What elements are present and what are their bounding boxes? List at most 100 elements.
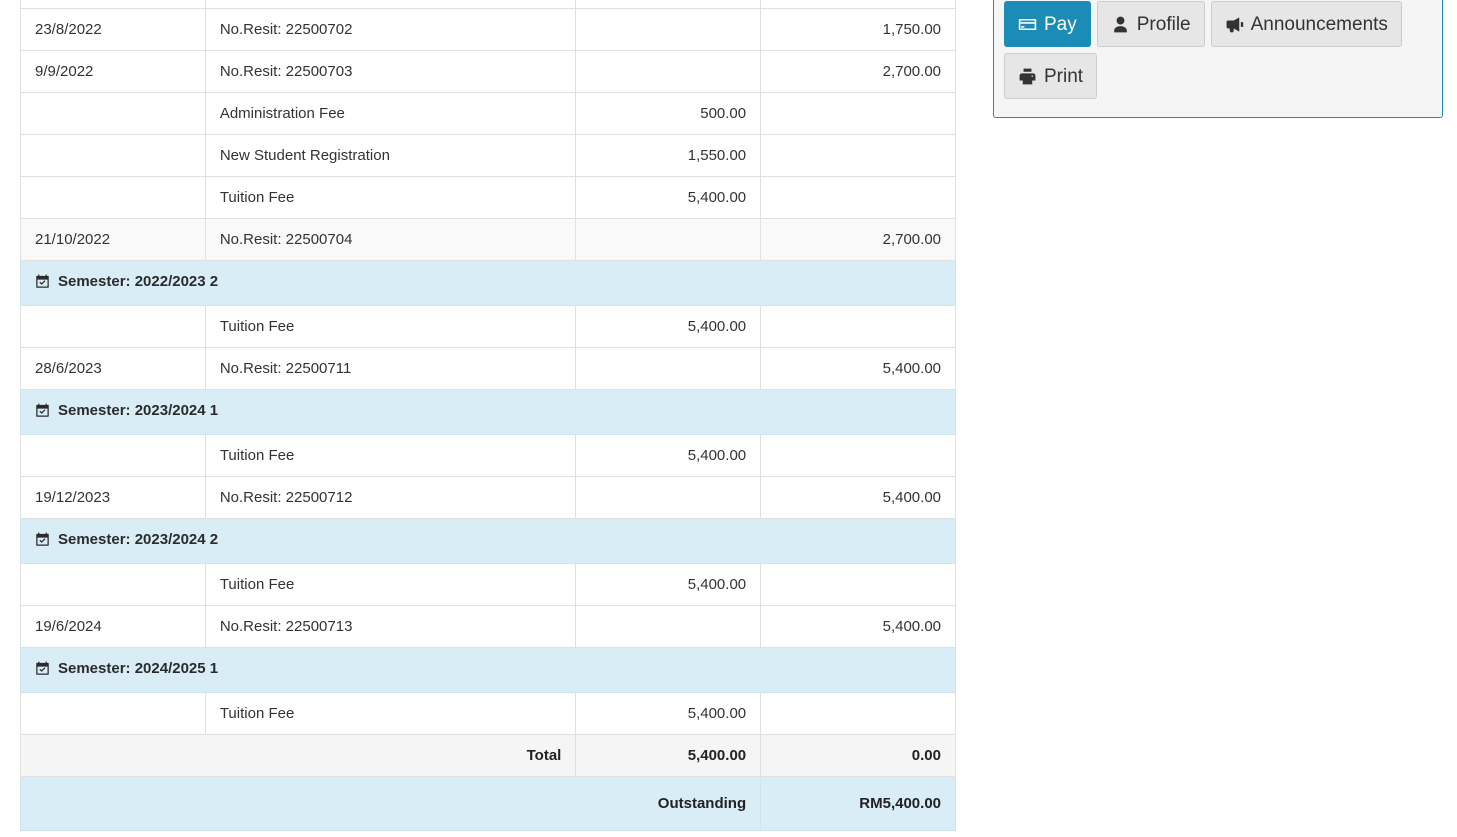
pay-button-label: Pay xyxy=(1044,13,1077,35)
cell-description: Tuition Fee xyxy=(204,305,577,348)
cell-date: 28/6/2023 xyxy=(20,347,206,390)
cell-description: Tuition Fee xyxy=(204,692,577,735)
semester-label: Semester: 2023/2024 2 xyxy=(58,531,219,548)
cell-date: 9/9/2022 xyxy=(20,50,206,93)
cell-debit: 5,400.00 xyxy=(575,176,762,219)
cell-date xyxy=(20,563,206,606)
calendar-check-icon xyxy=(35,403,50,418)
semester-header-cell: Semester: 2023/2024 1 xyxy=(20,389,956,435)
cell-date xyxy=(20,92,206,135)
cell-debit xyxy=(575,605,762,648)
action-button-group: Pay Profile Announcements Print xyxy=(1004,0,1432,105)
cell-date: 20/6/2022 xyxy=(20,0,206,9)
cell-description: Tuition Fee xyxy=(204,563,577,606)
cell-description: Administration Fee xyxy=(204,92,577,135)
cell-credit xyxy=(760,92,956,135)
credit-card-icon xyxy=(1018,15,1037,34)
cell-debit: 5,400.00 xyxy=(575,305,762,348)
cell-debit xyxy=(575,476,762,519)
cell-credit: 300.00 xyxy=(760,0,956,9)
profile-button[interactable]: Profile xyxy=(1096,1,1205,47)
cell-credit xyxy=(760,305,956,348)
total-debit: 5,400.00 xyxy=(575,734,762,777)
profile-button-label: Profile xyxy=(1136,13,1191,35)
announcements-button-label: Announcements xyxy=(1250,13,1388,35)
cell-description: No.Resit: 22500711 xyxy=(204,347,577,390)
cell-debit: 5,400.00 xyxy=(575,434,762,477)
cell-date xyxy=(20,305,206,348)
total-credit: 0.00 xyxy=(760,734,956,777)
cell-description: No.Resit: 22500701 xyxy=(204,0,577,9)
semester-header-cell: Semester: 2022/2023 2 xyxy=(20,260,956,306)
semester-header-row: Semester: 2022/2023 2 xyxy=(20,260,956,306)
semester-header-row: Semester: 2024/2025 1 xyxy=(20,647,956,693)
table-row: 21/10/2022 No.Resit: 22500704 2,700.00 xyxy=(20,218,956,261)
calendar-check-icon xyxy=(35,661,50,676)
table-row: Tuition Fee 5,400.00 xyxy=(20,692,956,735)
semester-label-wrap: Semester: 2023/2024 2 xyxy=(35,529,218,550)
table-row: 28/6/2023 No.Resit: 22500711 5,400.00 xyxy=(20,347,956,390)
total-label: Total xyxy=(19,734,577,777)
cell-description: No.Resit: 22500702 xyxy=(204,8,577,51)
cell-credit xyxy=(760,176,956,219)
cell-debit: 5,400.00 xyxy=(575,563,762,606)
table-row: 19/12/2023 No.Resit: 22500712 5,400.00 xyxy=(20,476,956,519)
cell-date xyxy=(20,434,206,477)
total-row: Total 5,400.00 0.00 xyxy=(19,734,956,777)
table-row: Tuition Fee 5,400.00 xyxy=(20,563,956,606)
outstanding-label: Outstanding xyxy=(19,776,762,831)
cell-credit: 5,400.00 xyxy=(760,605,956,648)
table-row: Tuition Fee 5,400.00 xyxy=(20,434,956,477)
semester-header-row: Semester: 2023/2024 1 xyxy=(20,389,956,435)
cell-debit xyxy=(575,8,762,51)
action-panel: Pay Profile Announcements Print xyxy=(993,0,1443,118)
cell-date: 19/12/2023 xyxy=(20,476,206,519)
cell-credit: 1,750.00 xyxy=(760,8,956,51)
cell-debit: 1,550.00 xyxy=(575,134,762,177)
table-row: 19/6/2024 No.Resit: 22500713 5,400.00 xyxy=(20,605,956,648)
announcements-button[interactable]: Announcements xyxy=(1210,1,1402,47)
table-row: New Student Registration 1,550.00 xyxy=(20,134,956,177)
outstanding-row: Outstanding RM5,400.00 xyxy=(19,776,956,831)
print-button[interactable]: Print xyxy=(1004,53,1098,99)
cell-date: 19/6/2024 xyxy=(20,605,206,648)
semester-label: Semester: 2023/2024 1 xyxy=(58,402,219,419)
cell-credit: 2,700.00 xyxy=(760,218,956,261)
cell-debit xyxy=(575,218,762,261)
cell-credit: 2,700.00 xyxy=(760,50,956,93)
cell-date: 23/8/2022 xyxy=(20,8,206,51)
outstanding-value: RM5,400.00 xyxy=(760,776,956,831)
cell-description: No.Resit: 22500703 xyxy=(204,50,577,93)
semester-label-wrap: Semester: 2022/2023 2 xyxy=(35,271,218,292)
semester-header-cell: Semester: 2024/2025 1 xyxy=(20,647,956,693)
semester-label-wrap: Semester: 2024/2025 1 xyxy=(35,658,218,679)
semester-label-wrap: Semester: 2023/2024 1 xyxy=(35,400,218,421)
cell-credit: 5,400.00 xyxy=(760,347,956,390)
cell-date xyxy=(20,692,206,735)
cell-description: Tuition Fee xyxy=(204,176,577,219)
cell-description: New Student Registration xyxy=(204,134,577,177)
table-row: Administration Fee 500.00 xyxy=(20,92,956,135)
cell-description: No.Resit: 22500713 xyxy=(204,605,577,648)
cell-description: Tuition Fee xyxy=(204,434,577,477)
cell-credit: 5,400.00 xyxy=(760,476,956,519)
semester-label: Semester: 2022/2023 2 xyxy=(58,273,219,290)
table-row: Tuition Fee 5,400.00 xyxy=(20,176,956,219)
cell-date: 21/10/2022 xyxy=(20,218,206,261)
semester-header-cell: Semester: 2023/2024 2 xyxy=(20,518,956,564)
table-row: 23/8/2022 No.Resit: 22500702 1,750.00 xyxy=(20,8,956,51)
calendar-check-icon xyxy=(35,532,50,547)
printer-icon xyxy=(1018,67,1037,86)
pay-button[interactable]: Pay xyxy=(1004,1,1091,47)
cell-date xyxy=(20,176,206,219)
cell-debit xyxy=(575,50,762,93)
cell-credit xyxy=(760,434,956,477)
table-row: Tuition Fee 5,400.00 xyxy=(20,305,956,348)
semester-label: Semester: 2024/2025 1 xyxy=(58,660,219,677)
cell-debit xyxy=(575,347,762,390)
